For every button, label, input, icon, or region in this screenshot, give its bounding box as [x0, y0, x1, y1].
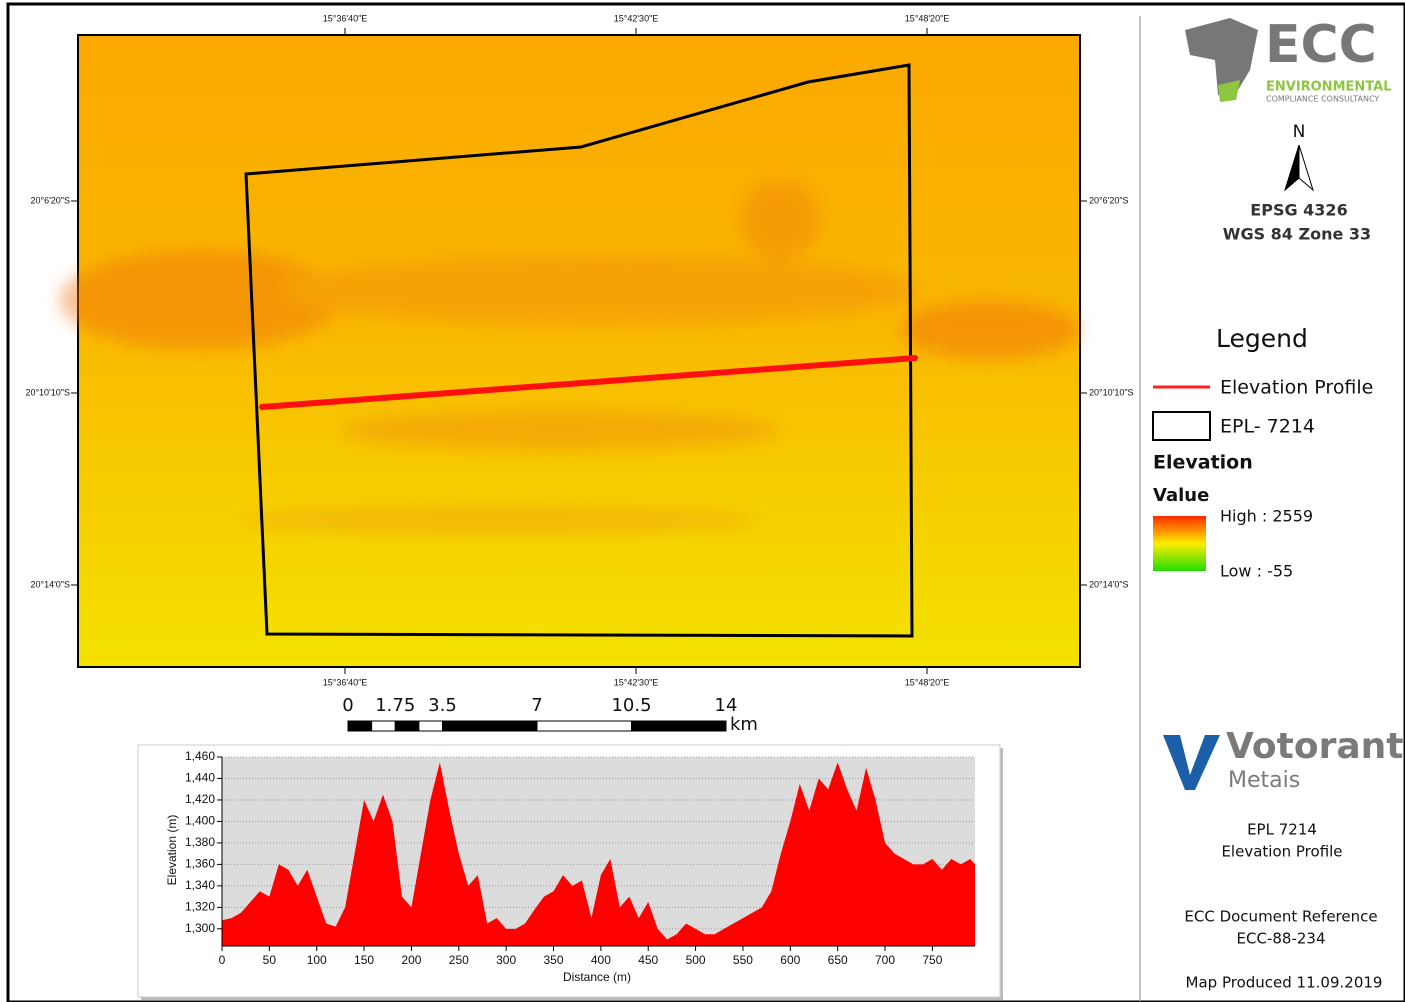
lon-label: 15°42'30"E — [614, 13, 659, 23]
lat-label: 20°6'20"S — [1089, 195, 1129, 205]
info-title: EPL 7214 — [1247, 821, 1317, 839]
ecc-line2: COMPLIANCE CONSULTANCY — [1266, 95, 1379, 104]
client-name: Votorantim — [1226, 726, 1405, 767]
x-tick-label: 150 — [354, 953, 374, 967]
scale-tick-label: 1.75 — [375, 695, 415, 716]
legend-polygon-swatch — [1153, 412, 1210, 440]
lat-label: 20°10'10"S — [1089, 387, 1134, 397]
x-tick-label: 400 — [591, 953, 611, 967]
north-arrow — [1285, 145, 1299, 190]
scale-tick-label: 14 — [715, 695, 738, 716]
y-tick-label: 1,420 — [185, 792, 215, 806]
x-tick-label: 700 — [875, 953, 895, 967]
x-tick-label: 650 — [828, 953, 848, 967]
scale-segment — [632, 721, 727, 731]
ecc-line1: ENVIRONMENTAL — [1266, 80, 1392, 95]
lat-label: 20°10'10"S — [25, 387, 70, 397]
page: {"map":{"lon_labels":["15°36'40\"E","15°… — [0, 0, 1405, 1002]
legend-label: EPL- 7214 — [1220, 416, 1315, 438]
legend-high: High : 2559 — [1220, 507, 1313, 526]
y-tick-label: 1,460 — [185, 749, 215, 763]
x-tick-label: 300 — [496, 953, 516, 967]
y-axis-label: Elevation (m) — [165, 815, 179, 886]
x-tick-label: 100 — [307, 953, 327, 967]
scale-tick-label: 0 — [342, 695, 353, 716]
lon-label: 15°36'40"E — [323, 13, 368, 23]
scale-tick-label: 3.5 — [428, 695, 457, 716]
votorantim-logo — [1163, 735, 1220, 790]
north-arrow — [1299, 145, 1313, 190]
y-tick-label: 1,440 — [185, 771, 215, 785]
x-tick-label: 50 — [263, 953, 277, 967]
x-tick-label: 350 — [543, 953, 563, 967]
scale-tick-label: 7 — [531, 695, 542, 716]
x-tick-label: 250 — [449, 953, 469, 967]
y-tick-label: 1,300 — [185, 921, 215, 935]
projection: EPSG 4326 — [1250, 201, 1347, 220]
lat-label: 20°14'0"S — [30, 579, 70, 589]
info-title: Elevation Profile — [1221, 843, 1342, 861]
y-tick-label: 1,380 — [185, 835, 215, 849]
x-tick-label: 600 — [780, 953, 800, 967]
scale-segment — [395, 721, 419, 731]
north-label: N — [1293, 122, 1306, 142]
y-tick-label: 1,360 — [185, 857, 215, 871]
info-reference: ECC-88-234 — [1237, 930, 1326, 948]
legend-low: Low : -55 — [1220, 562, 1293, 581]
scale-segment — [537, 721, 632, 731]
scale-unit: km — [730, 714, 758, 735]
legend-label: Value — [1153, 485, 1209, 506]
scale-segment — [419, 721, 443, 731]
map-layout: 15°36'40"E 15°42'30"E 15°48'20"E 15°36'4… — [0, 0, 1405, 1002]
y-tick-label: 1,400 — [185, 814, 215, 828]
x-tick-label: 500 — [686, 953, 706, 967]
scale-segment — [372, 721, 396, 731]
legend-ramp — [1153, 516, 1206, 571]
legend-label: Elevation Profile — [1220, 377, 1373, 399]
lon-label: 15°36'40"E — [323, 677, 368, 687]
scale-tick-label: 10.5 — [611, 695, 651, 716]
y-tick-label: 1,340 — [185, 878, 215, 892]
info-produced: Map Produced 11.09.2019 — [1186, 974, 1383, 992]
scale-segment — [443, 721, 538, 731]
x-tick-label: 200 — [401, 953, 421, 967]
lon-label: 15°48'20"E — [905, 677, 950, 687]
x-tick-label: 0 — [219, 953, 226, 967]
x-tick-label: 750 — [922, 953, 942, 967]
x-tick-label: 450 — [638, 953, 658, 967]
client-sub: Metais — [1228, 768, 1300, 793]
projection: WGS 84 Zone 33 — [1223, 225, 1371, 244]
scale-bar: 0 1.75 3.5 7 10.5 14 — [342, 695, 737, 731]
legend-title: Legend — [1216, 324, 1308, 353]
y-tick-label: 1,320 — [185, 900, 215, 914]
lat-label: 20°6'20"S — [30, 195, 70, 205]
lon-label: 15°48'20"E — [905, 13, 950, 23]
ecc-logo — [1185, 18, 1258, 102]
info-reference: ECC Document Reference — [1184, 908, 1377, 926]
lon-label: 15°42'30"E — [614, 677, 659, 687]
x-axis-label: Distance (m) — [563, 970, 631, 984]
lat-label: 20°14'0"S — [1089, 579, 1129, 589]
legend-label: Elevation — [1153, 452, 1253, 474]
x-tick-label: 550 — [733, 953, 753, 967]
ecc-name: ECC — [1265, 15, 1377, 75]
scale-segment — [348, 721, 372, 731]
